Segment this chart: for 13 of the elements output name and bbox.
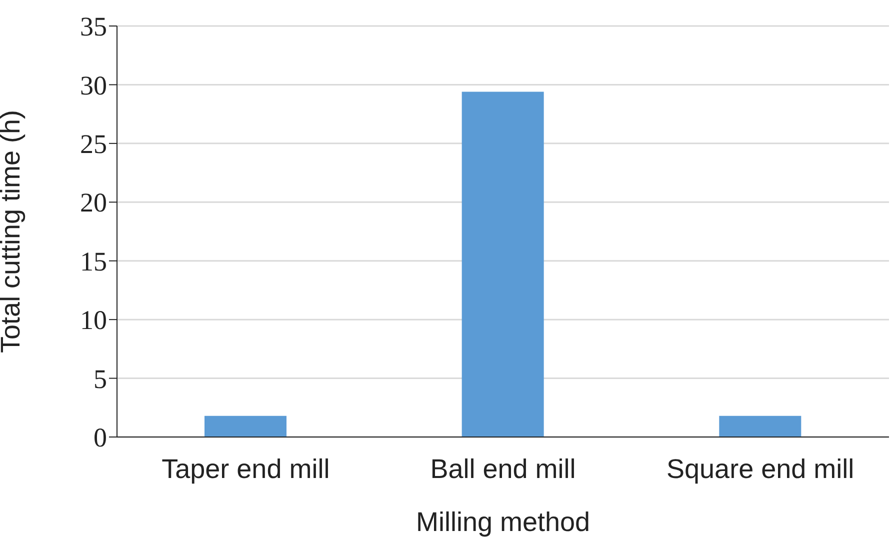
x-tick-label: Taper end mill xyxy=(162,454,330,484)
y-axis-title: Total cutting time (h) xyxy=(0,110,26,354)
y-tick-label: 25 xyxy=(80,129,107,160)
x-axis-title: Milling method xyxy=(416,507,590,537)
y-tick-label: 15 xyxy=(80,246,107,276)
y-tick-label: 20 xyxy=(80,188,107,218)
x-tick-label: Square end mill xyxy=(666,454,854,484)
y-tick-label: 10 xyxy=(80,305,107,336)
y-tick-label: 5 xyxy=(94,364,107,394)
x-tick-label: Ball end mill xyxy=(430,454,576,484)
y-tick-label: 0 xyxy=(94,422,107,453)
y-tick-label: 30 xyxy=(80,70,107,100)
y-tick-label: 35 xyxy=(80,12,107,42)
